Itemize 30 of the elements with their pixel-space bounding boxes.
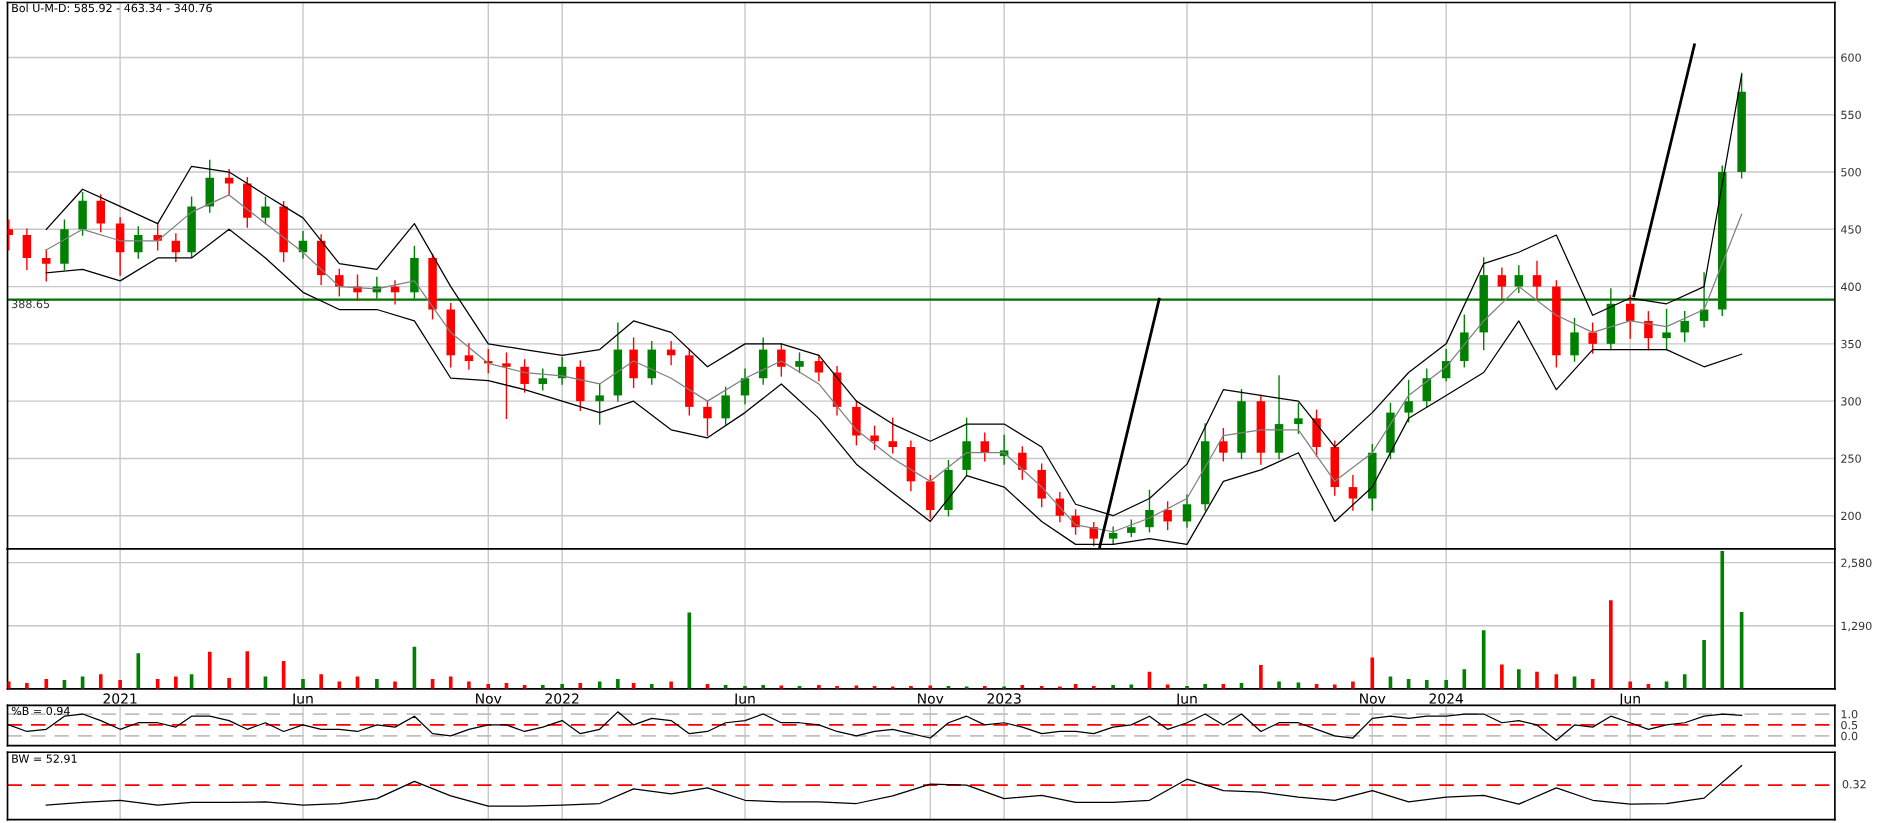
x-tick-label: Nov <box>1360 693 1386 704</box>
y-tick-label: 600 <box>1841 53 1861 62</box>
x-tick-label: 2024 <box>1429 693 1464 704</box>
y-tick-label: 0.0 <box>1841 731 1858 741</box>
y-tick-label: 2,580 <box>1841 558 1872 569</box>
y-tick-label: 1.0 <box>1841 710 1858 719</box>
x-tick-label: Jun <box>1618 693 1640 707</box>
y-tick-label: 1,290 <box>1841 621 1872 632</box>
x-tick-label: Jun <box>733 693 755 707</box>
y-tick-label: 250 <box>1841 454 1861 463</box>
y-tick-label: 350 <box>1841 339 1861 349</box>
y-tick-label: 300 <box>1841 397 1861 406</box>
y-tick-label: 450 <box>1840 225 1861 234</box>
ref-line-label: 388.65 <box>12 299 50 309</box>
y-tick-label: 400 <box>1840 282 1861 291</box>
text: BW = 52.91 <box>12 754 77 763</box>
x-tick-label: Nov <box>476 693 502 704</box>
x-tick-label: Jun <box>291 693 313 707</box>
y-tick-label: 0.5 <box>1841 720 1858 730</box>
annotation: %B = 0.94 <box>11 706 70 716</box>
y-tick-label: 500 <box>1841 168 1861 177</box>
y-tick-label: 550 <box>1841 110 1861 120</box>
annotation: 0.32 <box>1842 779 1866 789</box>
x-tick-label: 2023 <box>987 693 1021 704</box>
chart-title: Bol U-M-D: 585.92 - 463.34 - 340.76 <box>12 3 212 13</box>
x-tick-label: Nov <box>918 693 944 704</box>
x-tick-label: 2022 <box>545 693 579 704</box>
x-tick-label: 2021 <box>103 693 137 704</box>
x-tick-label: Jun <box>1175 693 1197 707</box>
y-tick-label: 200 <box>1841 511 1861 521</box>
